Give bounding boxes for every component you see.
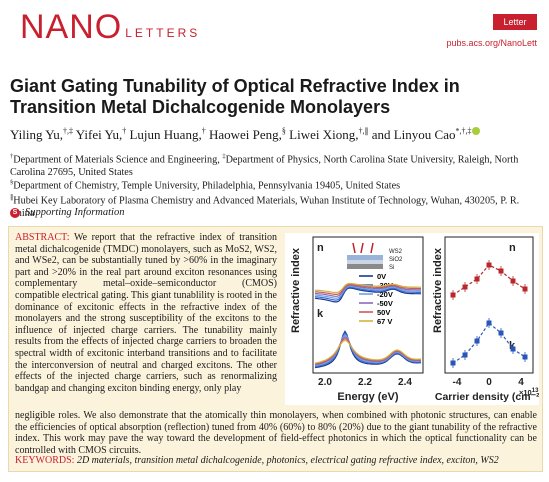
right-xtick: 4 <box>518 377 524 388</box>
svg-text:SiO2: SiO2 <box>389 257 403 263</box>
author-list: Yiling Yu,†,‡ Yifei Yu,† Lujun Huang,† H… <box>10 124 540 143</box>
left-xlabel: Energy (eV) <box>337 391 398 403</box>
toc-graphic: Refractive index n k 2.0 2.2 2.4 Energy … <box>285 233 543 405</box>
author[interactable]: Yiling Yu,†,‡ <box>10 127 73 143</box>
n-curve <box>314 287 422 303</box>
right-xtick: -4 <box>453 377 462 388</box>
supporting-info-link[interactable]: S Supporting Information <box>10 207 124 218</box>
n-curve <box>314 286 421 301</box>
right-k-label: k <box>509 340 516 352</box>
k-curve <box>314 339 421 364</box>
svg-text:WS2: WS2 <box>389 249 403 255</box>
keywords-line: KEYWORDS: 2D materials, transition metal… <box>15 455 537 466</box>
left-k-label: k <box>317 308 324 320</box>
left-xtick: 2.4 <box>398 377 412 388</box>
right-xtick: 0 <box>486 377 492 388</box>
k-curve <box>314 332 422 368</box>
journal-url[interactable]: pubs.acs.org/NanoLett <box>446 38 537 48</box>
author[interactable]: Liwei Xiong,†,∥ <box>289 127 369 143</box>
legend-label: -20V <box>377 290 393 299</box>
left-ylabel: Refractive index <box>290 247 302 333</box>
affiliation: ∥Hubei Key Laboratory of Plasma Chemistr… <box>10 194 520 220</box>
n-curve <box>314 285 421 299</box>
logo-nano: NANO <box>20 8 123 46</box>
orcid-icon[interactable] <box>472 127 481 136</box>
supporting-info-icon: S <box>10 207 20 218</box>
author[interactable]: Yifei Yu,† <box>75 127 127 143</box>
keywords-list: 2D materials, transition metal dichalcog… <box>76 455 499 466</box>
left-n-label: n <box>317 242 324 254</box>
author[interactable]: Haowei Peng,§ <box>208 127 286 143</box>
n-curve <box>314 284 421 297</box>
k-curve <box>314 334 421 367</box>
right-points <box>450 260 528 368</box>
svg-text:Si: Si <box>389 265 394 271</box>
legend-label: -50V <box>377 299 393 308</box>
abstract-heading: ABSTRACT: <box>15 232 70 243</box>
affiliation: §Department of Chemistry, Temple Univers… <box>10 179 401 192</box>
n-curve <box>314 283 421 295</box>
device-schematic: WS2 SiO2 Si <box>347 242 403 271</box>
right-n-label: n <box>509 242 516 254</box>
journal-logo: NANO LETTERS <box>20 4 200 44</box>
left-curves <box>314 282 422 369</box>
right-x-multiplier: ×1013 <box>519 388 539 397</box>
n-curve <box>314 282 421 294</box>
left-panel-frame <box>312 236 424 374</box>
legend-label: 50V <box>377 308 390 317</box>
keywords-heading: KEYWORDS: <box>15 455 75 466</box>
legend-label: 67 V <box>377 317 392 326</box>
article-title: Giant Gating Tunability of Optical Refra… <box>10 76 460 117</box>
affiliation: †Department of Materials Science and Eng… <box>10 153 519 179</box>
left-xtick: 2.2 <box>358 377 372 388</box>
abstract-text-top: ABSTRACT: We report that the refractive … <box>15 232 277 394</box>
toc-figure: Refractive index n k 2.0 2.2 2.4 Energy … <box>290 236 543 403</box>
author[interactable]: and Linyou Cao*,†,‡ <box>371 127 472 143</box>
legend-label: 0V <box>377 272 386 281</box>
right-ylabel: Refractive index <box>432 247 444 333</box>
right-xlabel: Carrier density (cm⁻²) <box>435 391 539 403</box>
abstract-box: ABSTRACT: We report that the refractive … <box>8 226 543 472</box>
left-xtick: 2.0 <box>318 377 332 388</box>
right-panel-frame <box>444 236 534 374</box>
abstract-text-bottom: negligible roles. We also demonstrate th… <box>15 410 537 456</box>
article-type-badge: Letter <box>493 14 537 30</box>
author[interactable]: Lujun Huang,† <box>129 127 206 143</box>
logo-letters: LETTERS <box>125 26 201 40</box>
